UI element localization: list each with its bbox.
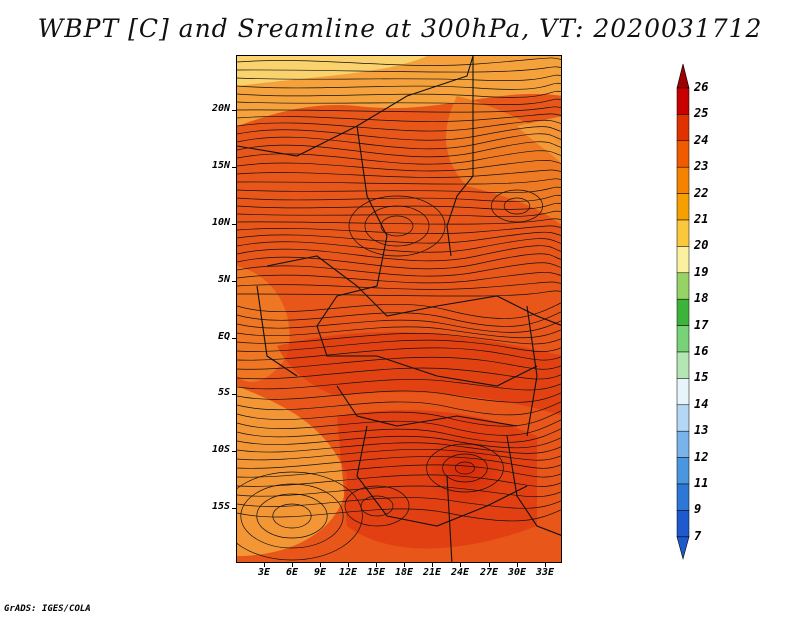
colorbar-segment [676, 325, 690, 353]
colorbar-label: 15 [694, 370, 709, 385]
lat-label: 20N [211, 103, 230, 114]
colorbar-segment [676, 219, 690, 247]
colorbar-bottom-arrow [676, 536, 690, 560]
lon-label: 6E [285, 567, 299, 578]
lon-label: 27E [479, 567, 499, 578]
colorbar-segment [676, 87, 690, 115]
lat-label: 5S [217, 387, 230, 398]
colorbar-segment [676, 166, 690, 194]
colorbar-segment [676, 114, 690, 142]
grads-credit: GrADS: IGES/COLA [4, 604, 91, 614]
colorbar-segment [676, 378, 690, 406]
lat-tick [232, 451, 236, 452]
colorbar-segment [676, 483, 690, 511]
lon-tick [517, 563, 518, 567]
lon-tick [404, 563, 405, 567]
colorbar-label: 7 [694, 528, 702, 543]
lon-tick [376, 563, 377, 567]
colorbar-label: 14 [694, 396, 709, 411]
lon-tick [460, 563, 461, 567]
lon-tick [489, 563, 490, 567]
colorbar-label: 17 [694, 317, 709, 332]
lon-label: 15E [366, 567, 386, 578]
colorbar-segment [676, 351, 690, 379]
lat-tick [232, 338, 236, 339]
colorbar-segment [676, 246, 690, 274]
colorbar-label: 25 [694, 106, 709, 121]
lon-label: 33E [535, 567, 555, 578]
lon-label: 9E [313, 567, 327, 578]
map-field [237, 56, 561, 562]
colorbar-segment [676, 140, 690, 168]
colorbar-label: 26 [694, 80, 709, 94]
lat-tick [232, 508, 236, 509]
lon-label: 30E [507, 567, 527, 578]
lat-label: 5N [217, 274, 230, 285]
lon-label: 3E [257, 567, 271, 578]
colorbar-label: 22 [694, 185, 709, 200]
colorbar-label: 18 [694, 291, 709, 306]
lat-label: 15N [211, 160, 230, 171]
lat-tick [232, 110, 236, 111]
streamlines [237, 57, 561, 561]
lat-tick [232, 281, 236, 282]
colorbar-segment [676, 457, 690, 485]
colorbar-segment [676, 430, 690, 458]
colorbar-label: 21 [694, 212, 709, 226]
lon-tick [432, 563, 433, 567]
colorbar-segment [676, 272, 690, 300]
colorbar-label: 11 [694, 476, 709, 490]
lat-label: EQ [217, 331, 230, 342]
colorbar-label: 23 [694, 159, 709, 174]
colorbar [676, 63, 690, 560]
colorbar-segment [676, 298, 690, 326]
colorbar-label: 20 [694, 238, 709, 253]
lon-tick [545, 563, 546, 567]
chart-title: WBPT [C] and Sreamline at 300hPa, VT: 20… [37, 14, 763, 43]
colorbar-label: 24 [694, 132, 709, 147]
lon-label: 12E [338, 567, 358, 578]
colorbar-segment [676, 510, 690, 538]
colorbar-label: 19 [694, 264, 709, 279]
lon-tick [264, 563, 265, 567]
colorbar-label: 9 [694, 502, 702, 517]
lat-label: 10N [211, 217, 230, 228]
colorbar-label: 16 [694, 344, 709, 358]
lat-tick [232, 394, 236, 395]
lon-label: 21E [422, 567, 442, 578]
lon-tick [348, 563, 349, 567]
colorbar-segment [676, 404, 690, 432]
colorbar-top-arrow [676, 63, 690, 89]
lon-tick [320, 563, 321, 567]
lat-label: 15S [211, 501, 230, 512]
colorbar-segment [676, 193, 690, 221]
lon-label: 24E [450, 567, 470, 578]
lat-tick [232, 224, 236, 225]
lon-label: 18E [394, 567, 414, 578]
lat-label: 10S [211, 444, 230, 455]
map-panel[interactable] [236, 55, 562, 563]
colorbar-label: 12 [694, 449, 709, 464]
colorbar-label: 13 [694, 423, 709, 438]
country-borders [237, 56, 561, 562]
lon-tick [292, 563, 293, 567]
lat-tick [232, 167, 236, 168]
